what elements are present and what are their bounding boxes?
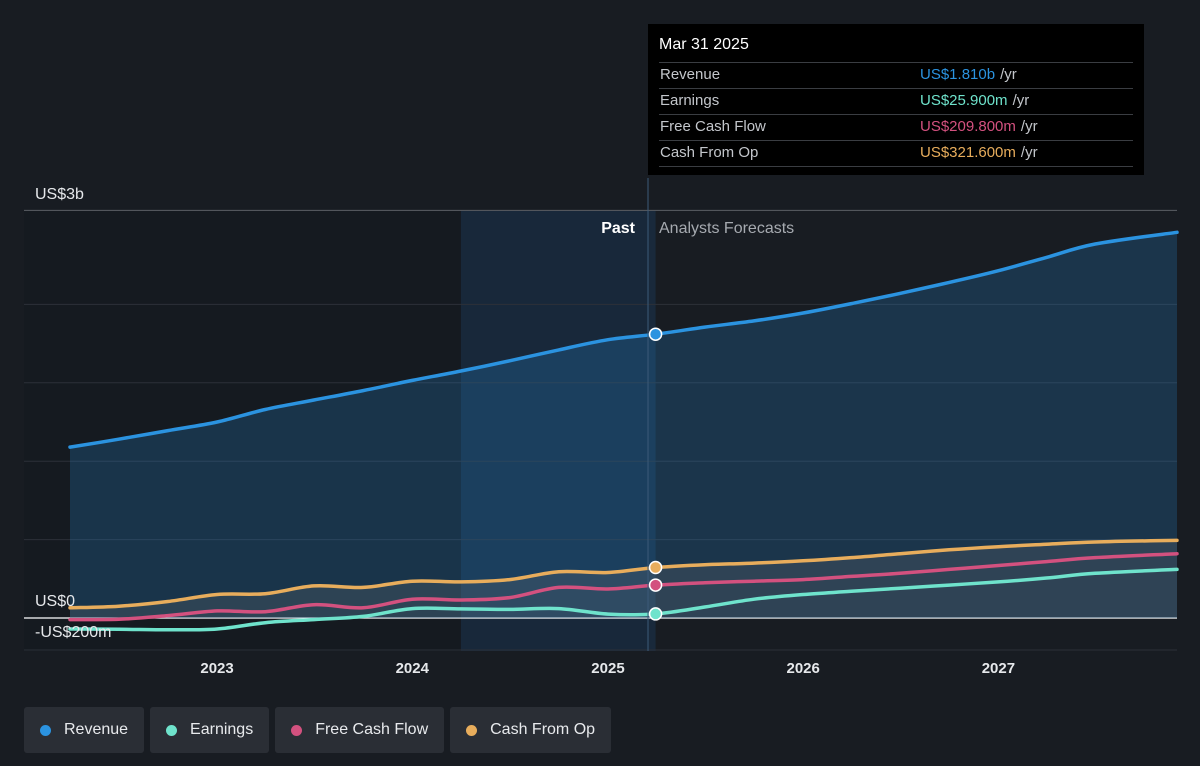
x-axis-labels: 2023 2024 2025 2026 2027 [200, 660, 1015, 677]
tooltip-label: Cash From Op [660, 144, 759, 161]
legend-label: Earnings [190, 721, 254, 738]
current-point-markers [648, 327, 663, 621]
legend-item-earnings[interactable]: Earnings [150, 707, 270, 753]
earnings-marker[interactable] [648, 607, 663, 621]
tooltip-unit: /yr [1012, 92, 1030, 109]
y-axis-labels: US$3b US$0 -US$200m [35, 186, 111, 641]
tooltip-panel: Mar 31 2025 Revenue US$1.810b/yr Earnings U… [648, 24, 1144, 175]
tooltip-row-free-cash-flow: Free Cash Flow US$209.800m/yr [659, 114, 1133, 140]
series-lines [68, 230, 1179, 632]
cash-from-op-area [70, 540, 1177, 618]
legend-label: Cash From Op [490, 721, 596, 738]
legend-dot-icon [40, 724, 51, 736]
legend: Revenue Earnings Free Cash Flow Cash From O… [24, 707, 612, 753]
tooltip-label: Earnings [660, 92, 720, 109]
tooltip-value: US$25.900m [920, 92, 1008, 109]
free-cash-flow-marker[interactable] [648, 578, 663, 592]
legend-item-revenue[interactable]: Revenue [24, 707, 145, 753]
x-tick-label: 2025 [591, 660, 624, 677]
tooltip-row-revenue: Revenue US$1.810b/yr [659, 62, 1133, 88]
revenue-line [68, 230, 1179, 449]
x-tick-label: 2027 [982, 660, 1015, 677]
y-tick-label: US$3b [35, 186, 84, 203]
tooltip-unit: /yr [1020, 144, 1038, 161]
tooltip-rows: Revenue US$1.810b/yr Earnings US$25.900m/yr… [659, 62, 1133, 167]
legend-item-cash-from-op[interactable]: Cash From Op [450, 707, 612, 753]
gridlines [24, 209, 1177, 651]
cash-from-op-marker[interactable] [648, 560, 663, 575]
tooltip-date: Mar 31 2025 [659, 36, 749, 53]
tooltip-row-cash-from-op: Cash From Op US$321.600m/yr [659, 140, 1133, 167]
legend-dot-icon [291, 724, 303, 736]
legend-label: Free Cash Flow [315, 721, 429, 738]
tooltip-unit: /yr [1000, 66, 1017, 83]
revenue-marker[interactable] [648, 327, 663, 341]
legend-dot-icon [466, 724, 478, 736]
tooltip-row-earnings: Earnings US$25.900m/yr [659, 88, 1133, 114]
past-label: Past [601, 220, 635, 237]
revenue-area [70, 232, 1177, 619]
forecast-label: Analysts Forecasts [659, 220, 794, 237]
y-tick-label: US$0 [35, 593, 75, 610]
tooltip-label: Free Cash Flow [660, 118, 766, 135]
legend-dot-icon [166, 724, 178, 736]
legend-item-free-cash-flow[interactable]: Free Cash Flow [275, 707, 445, 753]
x-tick-label: 2024 [396, 660, 430, 677]
x-tick-label: 2023 [200, 660, 233, 677]
tooltip-unit: /yr [1020, 118, 1038, 135]
free-cash-flow-line [68, 551, 1179, 622]
series-areas [70, 232, 1177, 619]
earnings-line [68, 567, 1179, 632]
past-year-highlight [460, 211, 656, 651]
y-tick-label: -US$200m [35, 624, 111, 641]
legend-label: Revenue [64, 721, 129, 738]
tooltip-value: US$321.600m [920, 144, 1016, 161]
tooltip-value: US$1.810b [920, 66, 996, 83]
cash-from-op-line [68, 538, 1179, 610]
x-tick-label: 2026 [786, 660, 819, 677]
tooltip-label: Revenue [660, 66, 721, 83]
tooltip-value: US$209.800m [920, 118, 1016, 135]
